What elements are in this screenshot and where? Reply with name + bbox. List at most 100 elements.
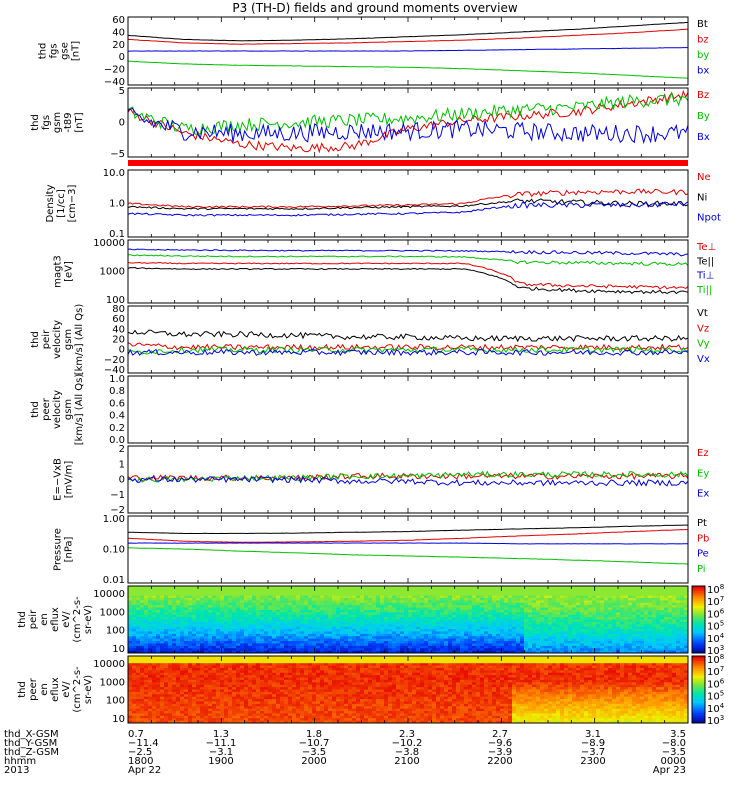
colorbar-cell bbox=[692, 697, 705, 701]
footer-value: Apr 22 bbox=[128, 765, 161, 776]
series-line-By bbox=[128, 91, 688, 135]
y-tick-label: 20 bbox=[112, 40, 125, 51]
colorbar-cell bbox=[692, 721, 705, 724]
footer-value: −11.1 bbox=[206, 738, 237, 749]
colorbar-cell bbox=[692, 642, 705, 646]
colorbar-cell bbox=[692, 669, 705, 672]
y-tick-label: 0 bbox=[119, 475, 125, 486]
y-axis-label: magt3[eV] bbox=[53, 255, 75, 288]
y-axis-label: Density[1/cc][cm−3] bbox=[45, 184, 78, 222]
footer-value: 1.3 bbox=[213, 729, 229, 740]
y-tick-label: −20 bbox=[104, 65, 125, 76]
colorbar-cell bbox=[692, 637, 705, 641]
footer-value: −11.4 bbox=[128, 738, 159, 749]
footer-value: 2200 bbox=[487, 756, 512, 767]
footer-value: 1800 bbox=[128, 756, 153, 767]
legend-Ti⊥: Ti⊥ bbox=[696, 271, 714, 282]
y-tick-label: 1000 bbox=[100, 267, 125, 278]
colorbar-cell bbox=[692, 701, 705, 704]
colorbar-cell bbox=[692, 647, 705, 651]
legend-Ey: Ey bbox=[697, 468, 709, 479]
series-line-Vt bbox=[128, 329, 688, 343]
colorbar-cell bbox=[692, 586, 705, 589]
footer-row-label: hhmm bbox=[4, 756, 36, 767]
colorbar-label: 108 bbox=[707, 583, 724, 596]
colorbar-cell bbox=[692, 621, 705, 624]
footer-value: −10.7 bbox=[299, 738, 330, 749]
panel-3: Ne Ni Npot 10.0 1.0 0.1 Density[1/cc][cm−3] bbox=[45, 168, 721, 240]
legend-Pi: Pi bbox=[697, 564, 706, 575]
footer-row-label: 2013 bbox=[4, 765, 29, 776]
legend-Te||: Te|| bbox=[696, 256, 714, 267]
colorbar-cell bbox=[692, 592, 705, 595]
y-axis-label: thdfgsgse[nT] bbox=[38, 41, 82, 61]
footer-value: Apr 23 bbox=[653, 765, 686, 776]
y-tick-label: −1 bbox=[110, 490, 125, 501]
colorbar-cell bbox=[692, 676, 705, 679]
colorbar-cell bbox=[692, 664, 705, 667]
colorbar-cell bbox=[692, 657, 705, 660]
legend-Ez: Ez bbox=[697, 448, 709, 459]
panel-frame bbox=[127, 239, 689, 304]
colorbar-label: 107 bbox=[707, 665, 724, 678]
colorbar-cell bbox=[692, 716, 705, 719]
colorbar-cell bbox=[692, 689, 705, 692]
legend-Ex: Ex bbox=[697, 489, 709, 500]
panel-9: 10810710610510410310000100010010thdpeire… bbox=[17, 583, 725, 657]
colorbar-cell bbox=[692, 682, 705, 685]
chart-title: P3 (TH-D) fields and ground moments over… bbox=[232, 1, 518, 15]
footer-value: 0000 bbox=[661, 756, 686, 767]
y-axis-label: thdfgsgsm-t89[nT] bbox=[30, 112, 85, 133]
footer-row-label: thd_Z-GSM bbox=[4, 747, 59, 758]
y-tick-label: −5 bbox=[110, 149, 125, 160]
y-tick-label: 1.00 bbox=[103, 514, 125, 525]
footer-row-label: thd_Y-GSM bbox=[4, 738, 57, 749]
legend-Vx: Vx bbox=[697, 354, 710, 365]
colorbar-cell bbox=[692, 684, 705, 687]
colorbar-cell bbox=[692, 667, 705, 670]
y-tick-label: −40 bbox=[104, 77, 125, 88]
footer-value: −3.5 bbox=[662, 747, 686, 758]
legend-Vt: Vt bbox=[697, 308, 708, 319]
legend-Pe: Pe bbox=[697, 549, 709, 560]
y-tick-label: 0.0 bbox=[109, 435, 125, 446]
series-line-Ti⊥ bbox=[128, 248, 688, 257]
y-tick-label: 0 bbox=[119, 118, 125, 129]
series-line-Vy bbox=[128, 345, 688, 355]
legend-Ni: Ni bbox=[697, 192, 707, 203]
y-tick-label: 0.2 bbox=[109, 423, 125, 434]
colorbar-cell bbox=[692, 606, 705, 609]
y-axis-label: E=−VxB[mV/m] bbox=[53, 458, 75, 501]
colorbar-cell bbox=[692, 601, 705, 604]
footer-value: −3.1 bbox=[209, 747, 233, 758]
colorbar-label: 103 bbox=[707, 714, 724, 727]
panel-frame bbox=[127, 169, 689, 238]
footer-value: −10.2 bbox=[392, 738, 423, 749]
footer-value: 0.7 bbox=[128, 729, 144, 740]
y-tick-label: 10000 bbox=[93, 238, 125, 249]
colorbar-cell bbox=[692, 641, 705, 644]
panel-4: Te⊥ Te|| Ti⊥ Ti|| 10000 1000 100 magt3[eV] bbox=[53, 238, 717, 306]
colorbar-label: 104 bbox=[707, 702, 725, 715]
panel-frame bbox=[127, 375, 689, 444]
y-tick-label: 20 bbox=[112, 335, 125, 346]
colorbar-label: 108 bbox=[707, 653, 724, 666]
footer-value: 2300 bbox=[580, 756, 605, 767]
colorbar-label: 105 bbox=[707, 620, 724, 633]
colorbar-cell bbox=[692, 631, 705, 634]
spectrogram-10 bbox=[128, 656, 688, 723]
legend-Bz: Bz bbox=[697, 90, 709, 101]
y-axis-label: thdpeirenefluxeV/(cm^2-s-sr-eV) bbox=[17, 596, 94, 643]
y-tick-label: 0 bbox=[119, 345, 125, 356]
colorbar-cell bbox=[692, 604, 705, 607]
series-line-Vz bbox=[128, 342, 688, 352]
y-tick-label: 1.0 bbox=[109, 199, 125, 210]
series-line-Ni bbox=[128, 198, 688, 211]
y-tick-label: 40 bbox=[112, 324, 125, 335]
y-tick-label: 10000 bbox=[93, 659, 125, 670]
footer-value: 2100 bbox=[394, 756, 419, 767]
y-axis-label: Pressure[nPa] bbox=[53, 528, 75, 571]
colorbar-cell bbox=[692, 594, 705, 597]
